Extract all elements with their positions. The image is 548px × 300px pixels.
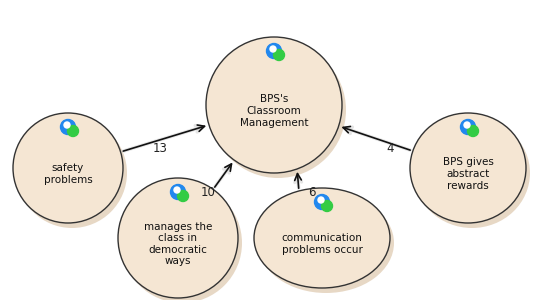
Ellipse shape xyxy=(13,113,123,223)
Circle shape xyxy=(266,44,282,59)
Text: 4: 4 xyxy=(386,142,394,154)
Text: 10: 10 xyxy=(201,187,215,200)
Ellipse shape xyxy=(254,188,390,288)
Circle shape xyxy=(67,125,78,136)
Text: 6: 6 xyxy=(308,187,316,200)
Circle shape xyxy=(318,197,324,203)
FancyArrowPatch shape xyxy=(215,166,230,187)
Text: safety
problems: safety problems xyxy=(44,163,93,185)
Circle shape xyxy=(174,187,180,193)
Ellipse shape xyxy=(118,178,238,298)
FancyArrowPatch shape xyxy=(345,127,410,150)
Circle shape xyxy=(273,50,284,61)
FancyArrowPatch shape xyxy=(295,174,301,188)
Text: communication
problems occur: communication problems occur xyxy=(282,233,362,255)
Circle shape xyxy=(460,119,476,134)
Circle shape xyxy=(170,184,186,200)
Circle shape xyxy=(178,190,189,202)
Ellipse shape xyxy=(210,42,346,178)
Text: manages the
class in
democratic
ways: manages the class in democratic ways xyxy=(144,222,212,266)
Circle shape xyxy=(315,194,329,209)
Text: 13: 13 xyxy=(152,142,168,154)
Text: BPS's
Classroom
Management: BPS's Classroom Management xyxy=(240,94,308,128)
Ellipse shape xyxy=(206,37,342,173)
Circle shape xyxy=(64,122,70,128)
Ellipse shape xyxy=(410,113,526,223)
Text: BPS gives
abstract
rewards: BPS gives abstract rewards xyxy=(443,158,493,190)
FancyArrowPatch shape xyxy=(123,126,203,151)
Ellipse shape xyxy=(17,118,127,228)
Circle shape xyxy=(60,119,76,134)
Circle shape xyxy=(270,46,276,52)
Circle shape xyxy=(467,125,478,136)
Ellipse shape xyxy=(122,183,242,300)
FancyArrowPatch shape xyxy=(123,125,204,151)
FancyArrowPatch shape xyxy=(295,176,301,188)
FancyArrowPatch shape xyxy=(343,127,410,150)
Circle shape xyxy=(464,122,470,128)
Ellipse shape xyxy=(258,193,394,293)
Circle shape xyxy=(322,200,333,211)
Ellipse shape xyxy=(414,118,530,228)
FancyArrowPatch shape xyxy=(215,164,231,187)
